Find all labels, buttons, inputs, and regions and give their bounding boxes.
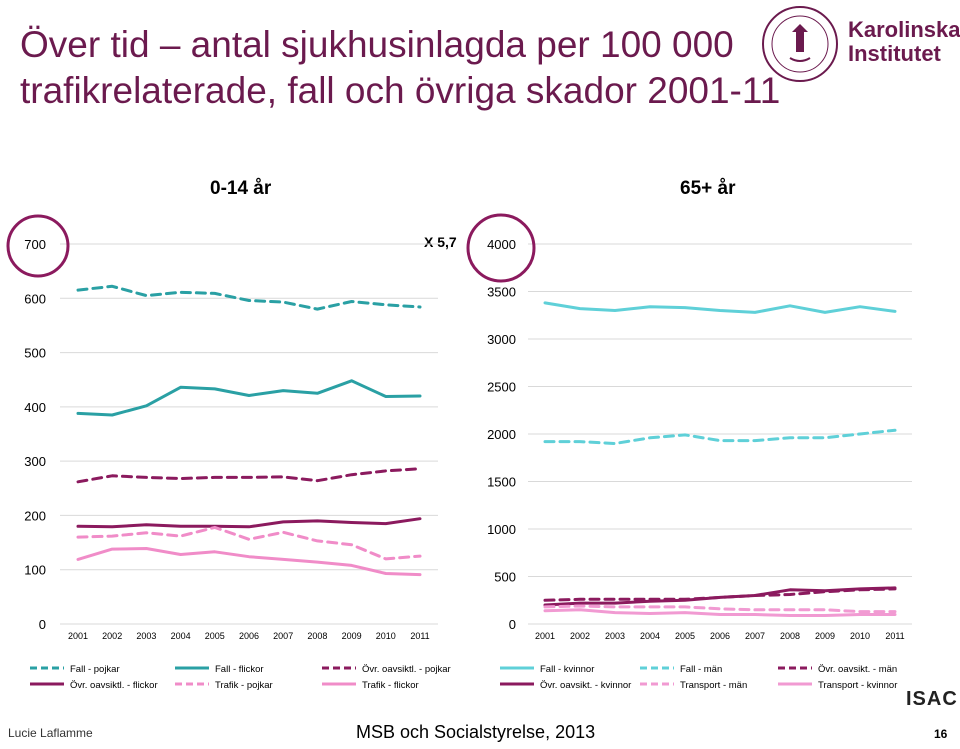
x-tick-label: 2004: [640, 631, 660, 641]
series-line-fall-pojkar: [76, 284, 422, 311]
y-tick-label: 700: [24, 237, 46, 252]
series-line-fall-kvinnor: [543, 301, 897, 314]
x-tick-label: 2010: [376, 631, 396, 641]
x-tick-label: 2003: [136, 631, 156, 641]
x-tick-label: 2009: [815, 631, 835, 641]
y-tick-label: 1000: [487, 522, 516, 537]
legend-label: Trafik - flickor: [362, 680, 419, 691]
legend-label: Övr. oavsikt. - män: [818, 664, 897, 675]
x-tick-label: 2002: [102, 631, 122, 641]
series-line-övr-oavsiktl-pojkar: [76, 467, 422, 484]
y-tick-label: 400: [24, 400, 46, 415]
x-tick-label: 2005: [675, 631, 695, 641]
x-tick-label: 2001: [68, 631, 88, 641]
legend-label: Transport - män: [680, 680, 747, 691]
x-tick-label: 2005: [205, 631, 225, 641]
x-tick-label: 2003: [605, 631, 625, 641]
footer-page-number: 16: [934, 727, 948, 741]
legend-label: Fall - pojkar: [70, 664, 120, 675]
x-tick-label: 2008: [307, 631, 327, 641]
series-line-fall-flickor: [76, 379, 422, 417]
legend-label: Övr. oavsiktl. - flickor: [70, 680, 158, 691]
legend-label: Fall - flickor: [215, 664, 264, 675]
karolinska-logo-text: Karolinska Institutet: [848, 18, 960, 66]
y-tick-label: 500: [24, 346, 46, 361]
title-line-1: Över tid – antal sjukhusinlagda per 100 …: [20, 24, 734, 65]
legend-label: Fall - kvinnor: [540, 664, 594, 675]
y-tick-label: 100: [24, 563, 46, 578]
legend-label: Övr. oavsiktl. - pojkar: [362, 664, 451, 675]
series-line-fall-män: [543, 428, 897, 445]
y-tick-label: 600: [24, 291, 46, 306]
y-tick-label: 3500: [487, 285, 516, 300]
legend-label: Trafik - pojkar: [215, 680, 273, 691]
y-tick-label: 0: [39, 617, 46, 632]
series-line-övr-oavsiktl-flickor: [76, 517, 422, 529]
y-tick-label: 200: [24, 508, 46, 523]
legend-label: Transport - kvinnor: [818, 680, 897, 691]
x-tick-label: 2002: [570, 631, 590, 641]
series-line-trafik-flickor: [76, 547, 422, 577]
y-tick-label: 300: [24, 454, 46, 469]
x-tick-label: 2007: [745, 631, 765, 641]
y-tick-label: 2000: [487, 427, 516, 442]
y-tick-label: 500: [494, 570, 516, 585]
highlight-circle-4000: [466, 213, 536, 283]
y-tick-label: 4000: [487, 237, 516, 252]
chart-title-65plus: 65+ år: [680, 178, 736, 199]
y-tick-label: 0: [509, 617, 516, 632]
legend-label: Övr. oavsikt. - kvinnor: [540, 680, 631, 691]
x-tick-label: 2007: [273, 631, 293, 641]
x-tick-label: 2011: [410, 631, 429, 641]
slide-title: Över tid – antal sjukhusinlagda per 100 …: [20, 22, 780, 114]
highlight-circle-700: [6, 214, 70, 278]
x-tick-label: 2006: [239, 631, 259, 641]
series-line-transport-män: [543, 604, 897, 614]
footer-source: MSB och Socialstyrelse, 2013: [356, 722, 596, 742]
title-line-2: trafikrelaterade, fall och övriga skador…: [20, 70, 781, 111]
multiplier-label: X 5,7: [424, 234, 457, 250]
footer-author: Lucie Laflamme: [8, 726, 93, 740]
series-line-trafik-pojkar: [76, 525, 422, 561]
y-tick-label: 1500: [487, 475, 516, 490]
series-line-transport-kvinnor: [543, 608, 897, 617]
x-tick-label: 2010: [850, 631, 870, 641]
isac-logo: ISAC: [906, 688, 958, 710]
x-tick-label: 2011: [885, 631, 904, 641]
x-tick-label: 2004: [171, 631, 191, 641]
karolinska-seal-logo: [762, 6, 838, 82]
y-tick-label: 3000: [487, 332, 516, 347]
y-tick-label: 2500: [487, 380, 516, 395]
x-tick-label: 2008: [780, 631, 800, 641]
logo-line-1: Karolinska: [848, 17, 960, 42]
x-tick-label: 2009: [342, 631, 362, 641]
x-tick-label: 2006: [710, 631, 730, 641]
x-tick-label: 2001: [535, 631, 555, 641]
chart-title-0-14: 0-14 år: [210, 178, 272, 199]
legend-label: Fall - män: [680, 664, 722, 675]
series-line-övr-oavsikt-kvinnor: [543, 586, 897, 607]
logo-line-2: Institutet: [848, 41, 941, 66]
